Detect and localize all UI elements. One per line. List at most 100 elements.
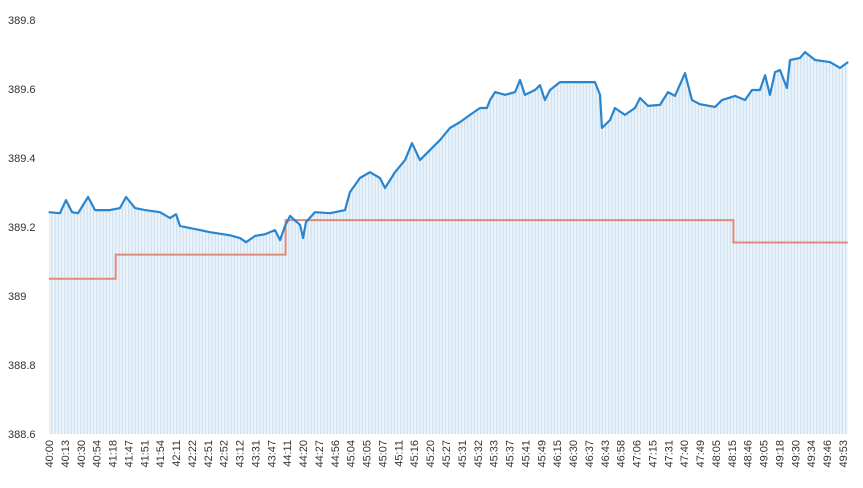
x-tick-label: 41:54 xyxy=(155,440,167,468)
price-point xyxy=(245,241,247,243)
price-point xyxy=(647,105,649,107)
x-tick-label: 45:04 xyxy=(346,440,358,468)
price-point xyxy=(614,107,616,109)
x-tick-label: 41:51 xyxy=(139,440,151,468)
x-tick-label: 49:46 xyxy=(822,440,834,468)
price-point xyxy=(144,209,146,211)
price-point xyxy=(691,99,693,101)
x-tick-label: 45:32 xyxy=(473,440,485,468)
x-tick-label: 47:31 xyxy=(663,440,675,468)
x-tick-label: 40:54 xyxy=(92,440,104,468)
price-point xyxy=(284,225,286,227)
x-tick-label: 45:31 xyxy=(457,440,469,468)
price-point xyxy=(48,211,50,213)
price-point xyxy=(289,215,291,217)
x-tick-label: 40:00 xyxy=(44,440,56,468)
x-tick-label: 46:30 xyxy=(568,440,580,468)
price-point xyxy=(175,213,177,215)
x-tick-label: 40:13 xyxy=(60,440,72,468)
price-point xyxy=(751,89,753,91)
x-tick-label: 41:18 xyxy=(108,440,120,468)
price-point xyxy=(847,61,849,63)
price-point xyxy=(254,235,256,237)
x-tick-label: 45:16 xyxy=(409,440,421,468)
price-point xyxy=(411,142,413,144)
price-point xyxy=(624,114,626,116)
price-point xyxy=(229,234,231,236)
y-tick-label: 388.8 xyxy=(8,360,36,372)
price-point xyxy=(559,81,561,83)
x-tick-label: 44:56 xyxy=(330,440,342,468)
x-tick-label: 46:43 xyxy=(600,440,612,468)
y-tick-label: 389.4 xyxy=(8,153,36,165)
price-point xyxy=(159,211,161,213)
price-point xyxy=(759,89,761,91)
price-point xyxy=(764,74,766,76)
price-point xyxy=(489,99,491,101)
price-point xyxy=(189,227,191,229)
x-tick-label: 49:53 xyxy=(838,440,850,468)
price-point xyxy=(305,221,307,223)
price-point xyxy=(279,239,281,241)
x-tick-label: 44:20 xyxy=(298,440,310,468)
y-tick-label: 389 xyxy=(8,291,26,303)
price-point xyxy=(486,107,488,109)
x-tick-label: 43:31 xyxy=(250,440,262,468)
price-point xyxy=(799,57,801,59)
x-tick-label: 45:05 xyxy=(362,440,374,468)
x-tick-label: 45:07 xyxy=(377,440,389,468)
price-point xyxy=(71,211,73,213)
price-point xyxy=(379,177,381,179)
price-point xyxy=(779,69,781,71)
price-point xyxy=(814,59,816,61)
price-point xyxy=(744,99,746,101)
price-point xyxy=(699,103,701,105)
reference-step-line xyxy=(49,219,848,280)
price-point xyxy=(549,89,551,91)
price-point xyxy=(302,237,304,239)
price-point xyxy=(349,191,351,193)
x-tick-label: 45:41 xyxy=(520,440,532,468)
x-tick-label: 45:27 xyxy=(441,440,453,468)
price-point xyxy=(494,91,496,93)
price-point xyxy=(239,237,241,239)
x-tick-label: 46:58 xyxy=(616,440,628,468)
x-tick-label: 45:33 xyxy=(489,440,501,468)
price-point xyxy=(804,51,806,53)
x-tick-label: 45:20 xyxy=(425,440,437,468)
price-point xyxy=(786,87,788,89)
price-point xyxy=(394,171,396,173)
price-point xyxy=(639,97,641,99)
price-line xyxy=(48,50,849,244)
price-point xyxy=(839,67,841,69)
x-tick-label: 49:30 xyxy=(790,440,802,468)
x-tick-label: 46:15 xyxy=(552,440,564,468)
price-point xyxy=(601,127,603,129)
price-point xyxy=(77,212,79,214)
price-point xyxy=(721,99,723,101)
y-tick-label: 389.6 xyxy=(8,84,36,96)
price-point xyxy=(179,225,181,227)
price-point xyxy=(714,106,716,108)
price-point xyxy=(667,91,669,93)
price-point xyxy=(684,72,686,74)
price-point xyxy=(419,159,421,161)
price-point xyxy=(369,171,371,173)
price-point xyxy=(329,212,331,214)
x-tick-label: 42:11 xyxy=(171,440,183,467)
price-point xyxy=(359,177,361,179)
x-tick-label: 45:37 xyxy=(505,440,517,468)
price-point xyxy=(199,229,201,231)
price-point xyxy=(594,81,596,83)
price-point xyxy=(449,127,451,129)
price-point xyxy=(314,211,316,213)
price-point xyxy=(87,196,89,198)
price-point xyxy=(109,209,111,211)
price-point xyxy=(274,229,276,231)
x-tick-label: 44:27 xyxy=(314,440,326,468)
price-point xyxy=(674,95,676,97)
x-tick-label: 41:47 xyxy=(123,440,135,468)
price-point xyxy=(479,107,481,109)
x-tick-label: 48:46 xyxy=(743,440,755,468)
